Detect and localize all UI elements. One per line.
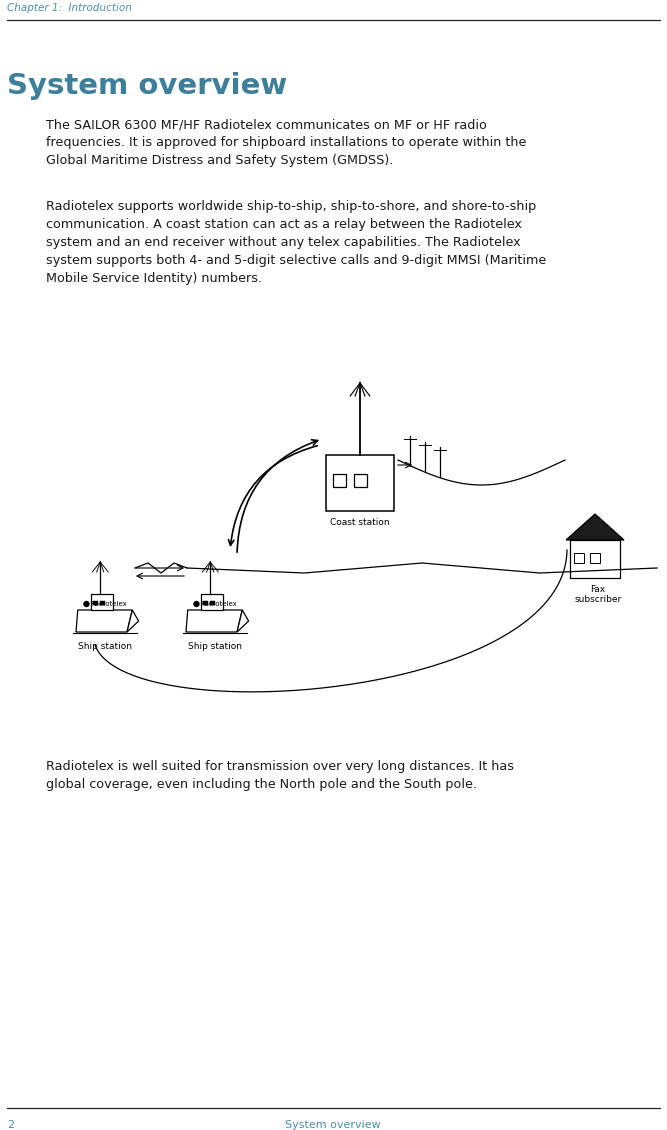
Polygon shape (127, 610, 139, 632)
Text: Chapter 1:  Introduction: Chapter 1: Introduction (7, 3, 132, 14)
Bar (590, 553, 600, 563)
Text: 2: 2 (7, 1120, 14, 1130)
Bar (354, 475, 367, 487)
Bar (203, 601, 207, 606)
Text: Radiotelex: Radiotelex (91, 601, 127, 607)
Text: The SAILOR 6300 MF/HF Radiotelex communicates on MF or HF radio
frequencies. It : The SAILOR 6300 MF/HF Radiotelex communi… (46, 118, 526, 167)
Polygon shape (566, 514, 624, 540)
Polygon shape (186, 610, 242, 632)
Text: System overview: System overview (7, 72, 287, 99)
Bar (201, 594, 223, 610)
Bar (91, 594, 113, 610)
Bar (210, 601, 215, 606)
Text: Ship station: Ship station (188, 642, 242, 651)
Circle shape (194, 601, 199, 607)
Text: Coast station: Coast station (330, 518, 390, 527)
Bar (570, 540, 620, 579)
Polygon shape (76, 610, 132, 632)
Text: Radiotelex is well suited for transmission over very long distances. It has
glob: Radiotelex is well suited for transmissi… (46, 760, 514, 791)
Text: Fax
subscriber: Fax subscriber (574, 585, 622, 605)
Circle shape (84, 601, 89, 607)
Bar (100, 601, 105, 606)
Polygon shape (237, 610, 249, 632)
Bar (326, 455, 394, 511)
Text: Ship station: Ship station (78, 642, 132, 651)
Text: Radiotelex supports worldwide ship-to-ship, ship-to-shore, and shore-to-ship
com: Radiotelex supports worldwide ship-to-sh… (46, 200, 546, 285)
Bar (574, 553, 584, 563)
Text: System overview: System overview (285, 1120, 381, 1130)
Bar (93, 601, 97, 606)
Bar (333, 475, 346, 487)
Text: Radiotelex: Radiotelex (201, 601, 237, 607)
